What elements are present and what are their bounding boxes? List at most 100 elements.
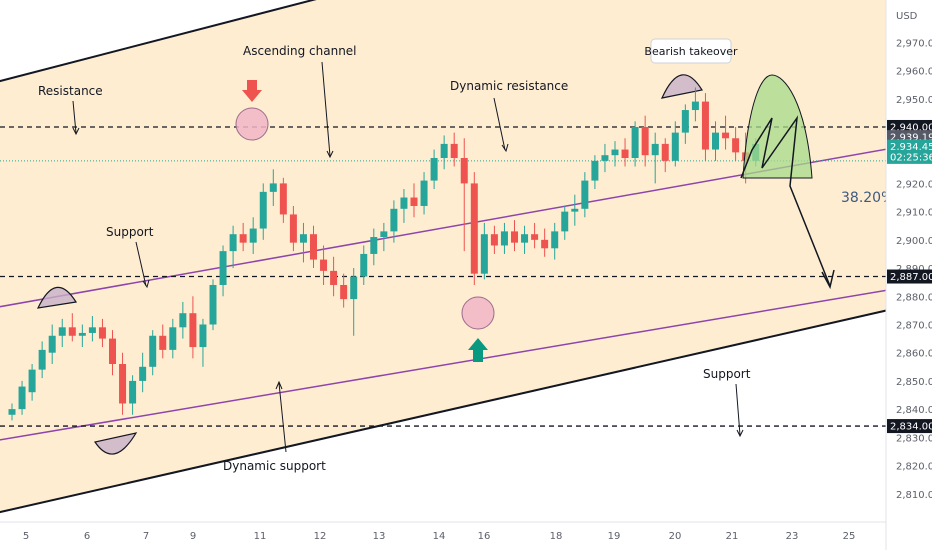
candle[interactable] [320,245,328,285]
candle[interactable] [531,222,539,249]
x-tick-label: 12 [314,531,327,542]
x-tick-label: 13 [373,531,386,542]
candle[interactable] [621,138,629,167]
plot-area[interactable]: Resistance Ascending channel Dynamic res… [0,0,932,528]
candle[interactable] [581,172,589,218]
candle[interactable] [68,313,76,342]
candle[interactable] [380,222,388,252]
candle[interactable] [289,205,297,252]
candle[interactable] [28,363,36,401]
candle[interactable] [722,115,730,150]
candle[interactable] [8,403,16,421]
candle[interactable] [18,380,26,415]
candle[interactable] [159,324,167,359]
channel-upper-line[interactable] [0,0,932,99]
candle[interactable] [169,318,177,359]
candle[interactable] [470,172,478,285]
candle[interactable] [440,135,448,170]
candle-body [460,158,468,184]
y-tick-label: 2,970.00 [896,38,932,49]
candle[interactable] [732,126,740,161]
candle[interactable] [78,324,86,348]
candle[interactable] [641,115,649,167]
candle[interactable] [400,189,408,223]
candle[interactable] [109,330,116,376]
candle[interactable] [199,318,207,367]
candle[interactable] [671,121,679,167]
annotation-dynamic-support: Dynamic support [223,459,326,473]
candle[interactable] [219,245,227,297]
candle[interactable] [561,205,569,240]
candle-body [732,138,740,153]
channel-lower-line[interactable] [0,166,932,527]
candle-body [159,335,167,350]
down-arrow-icon [242,80,262,102]
candle[interactable] [139,352,147,393]
candle[interactable] [631,121,639,167]
candle[interactable] [279,177,287,223]
candle-body [470,183,478,274]
candle[interactable] [541,228,549,257]
candle[interactable] [229,225,237,269]
candle[interactable] [310,225,317,269]
candle-body [370,237,378,254]
candle[interactable] [480,222,488,280]
candle[interactable] [500,222,508,254]
x-tick-label: 20 [669,531,682,542]
candle[interactable] [58,318,66,348]
candle[interactable] [119,352,127,415]
candle[interactable] [209,279,217,331]
annotation-ascending-channel: Ascending channel [243,44,357,58]
candle[interactable] [259,183,267,240]
candle[interactable] [189,296,197,359]
candle[interactable] [712,121,719,161]
candle[interactable] [149,330,157,376]
x-tick-label: 18 [550,531,563,542]
resistance-leader-arrow [72,127,80,136]
candle[interactable] [299,222,307,263]
candle[interactable] [410,183,418,218]
candle[interactable] [179,301,187,339]
candle[interactable] [591,155,599,190]
candle[interactable] [571,194,579,226]
candle[interactable] [601,143,609,173]
candle[interactable] [340,273,348,308]
candle[interactable] [390,200,398,243]
candle[interactable] [460,138,468,252]
candle[interactable] [38,341,46,379]
candle[interactable] [430,149,438,190]
candle[interactable] [701,93,709,161]
candle[interactable] [651,132,659,184]
candle[interactable] [521,225,529,254]
candle-body [269,183,277,192]
candle[interactable] [661,138,669,173]
candle[interactable] [129,375,137,415]
candle[interactable] [48,324,56,364]
candle[interactable] [370,228,378,266]
resistance-dome-right [660,74,703,99]
candle[interactable] [269,169,277,206]
x-tick-label: 6 [84,531,90,542]
candle[interactable] [88,316,96,342]
candle[interactable] [330,256,338,297]
x-tick-label: 5 [23,531,29,542]
candle[interactable] [691,87,699,122]
candle[interactable] [511,220,518,252]
dynamic-resistance-line[interactable] [0,37,932,319]
dynamic-support-line[interactable] [0,183,932,451]
candle[interactable] [681,104,689,144]
support-left-leader-arrow [142,279,150,289]
candle[interactable] [98,318,106,348]
candle[interactable] [249,217,257,254]
candle[interactable] [490,225,498,254]
candle[interactable] [360,245,368,285]
candle[interactable] [239,222,247,252]
candle[interactable] [611,141,619,167]
resistance-leader [72,100,77,134]
candle[interactable] [350,268,358,336]
candle[interactable] [420,172,428,215]
candle[interactable] [551,222,559,260]
candle[interactable] [450,132,458,167]
x-tick-label: 9 [190,531,196,542]
